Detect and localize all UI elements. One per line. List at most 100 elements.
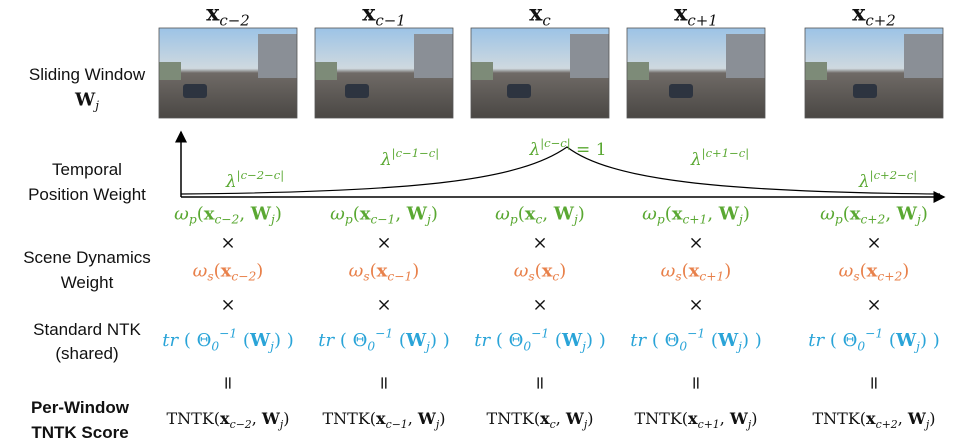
expr-part: 0 <box>523 339 531 353</box>
omega-p: ωp(xc+1, Wj) <box>642 203 750 226</box>
expr-part: ) <box>587 409 593 428</box>
ntk: tr ( Θ0−1 (Wj) ) <box>318 327 449 354</box>
expr-part: W <box>718 330 738 351</box>
expr-part: p <box>510 213 518 227</box>
expr-part: ω <box>820 203 835 224</box>
expr-part: x <box>376 409 386 428</box>
car <box>669 84 693 98</box>
expr-part: |c+2−c| <box>870 168 917 182</box>
expr-part: ) <box>412 260 419 281</box>
row-label: (shared) <box>55 344 118 364</box>
expr-part: c <box>552 270 559 284</box>
expr-part: ( <box>883 330 896 351</box>
frame-label: xc <box>529 0 551 29</box>
expr-part: x <box>672 203 683 224</box>
building <box>904 34 943 78</box>
expr-part: ω <box>330 203 345 224</box>
expr-part: −1 <box>375 327 393 341</box>
expr-part: tr <box>318 330 340 351</box>
expr-part: ( <box>197 203 204 224</box>
car <box>507 84 531 98</box>
expr-part: ( <box>549 330 562 351</box>
expr-part: c−1 <box>387 270 412 284</box>
ntk: tr ( Θ0−1 (Wj) ) <box>162 327 293 354</box>
expr-part: x <box>852 0 865 26</box>
row-label: Standard NTK <box>33 320 141 340</box>
trees <box>627 62 649 80</box>
lambda-label: λ|c−2−c| <box>226 168 284 192</box>
row-label: Position Weight <box>28 185 146 205</box>
trees <box>315 62 337 80</box>
expr-part: , <box>252 409 262 428</box>
expr-part: c+1 <box>682 213 707 227</box>
ntk: tr ( Θ0−1 (Wj) ) <box>808 327 939 354</box>
expr-part: ( Θ <box>496 330 524 351</box>
expr-part: W <box>75 89 95 110</box>
expr-part: TNTK( <box>323 409 377 428</box>
expr-part: , <box>707 203 718 224</box>
times: × <box>688 233 703 254</box>
omega-s: ωs(xc−2) <box>193 260 264 283</box>
building <box>570 34 609 78</box>
expr-part: W <box>566 409 584 428</box>
omega-p: ωp(xc−1, Wj) <box>330 203 438 226</box>
expr-part: |c−1−c| <box>392 146 439 160</box>
expr-part: ) <box>929 409 935 428</box>
building <box>414 34 453 78</box>
expr-part: ) <box>578 203 585 224</box>
expr-part: x <box>850 203 861 224</box>
expr-part: W <box>407 203 427 224</box>
expr-part: c+2 <box>877 270 902 284</box>
row-label: Temporal <box>52 160 122 180</box>
expr-part: |c+1−c| <box>702 146 749 160</box>
expr-part: TNTK( <box>167 409 221 428</box>
expr-part: ( <box>370 260 377 281</box>
expr-part: ) <box>921 203 928 224</box>
omega-s: ωs(xc+1) <box>661 260 732 283</box>
times: × <box>220 233 235 254</box>
times: × <box>220 295 235 316</box>
tntk: TNTK(xc+2, Wj) <box>813 409 936 431</box>
expr-part: ω <box>349 260 364 281</box>
expr-part: x <box>221 260 232 281</box>
expr-part: p <box>345 213 353 227</box>
expr-part: x <box>689 260 700 281</box>
expr-part: x <box>206 0 219 26</box>
equals: = <box>218 375 239 390</box>
expr-part: x <box>360 203 371 224</box>
expr-part: ) ) <box>274 330 294 351</box>
expr-part: |c−c| <box>540 136 570 150</box>
expr-part: ) ) <box>920 330 940 351</box>
row-label: Per-Window <box>31 398 129 418</box>
expr-part: W <box>908 409 926 428</box>
expr-part: , <box>408 409 418 428</box>
expr-part: c+1 <box>699 270 724 284</box>
frame-label: xc+1 <box>674 0 718 29</box>
expr-part: W <box>562 330 582 351</box>
times: × <box>866 295 881 316</box>
expr-part: TNTK( <box>635 409 689 428</box>
omega-s: ωs(xc+2) <box>839 260 910 283</box>
expr-part: ( <box>214 260 221 281</box>
expr-part: x <box>542 260 553 281</box>
expr-part: λ <box>529 140 540 160</box>
trees <box>805 62 827 80</box>
expr-part: x <box>867 260 878 281</box>
building <box>726 34 765 78</box>
lambda-label: λ|c+2−c| <box>859 168 917 192</box>
expr-part: ω <box>174 203 189 224</box>
times: × <box>532 233 547 254</box>
equals: = <box>864 375 885 390</box>
expr-part: ω <box>661 260 676 281</box>
times: × <box>688 295 703 316</box>
expr-part: x <box>540 409 550 428</box>
expr-part: ω <box>839 260 854 281</box>
expr-part: ω <box>642 203 657 224</box>
expr-part: ) <box>256 260 263 281</box>
expr-part: , <box>542 203 553 224</box>
row-label: TNTK Score <box>31 423 128 443</box>
expr-part: ω <box>193 260 208 281</box>
expr-part: tr <box>808 330 830 351</box>
expr-part: W <box>897 203 917 224</box>
row-label: Weight <box>61 273 114 293</box>
